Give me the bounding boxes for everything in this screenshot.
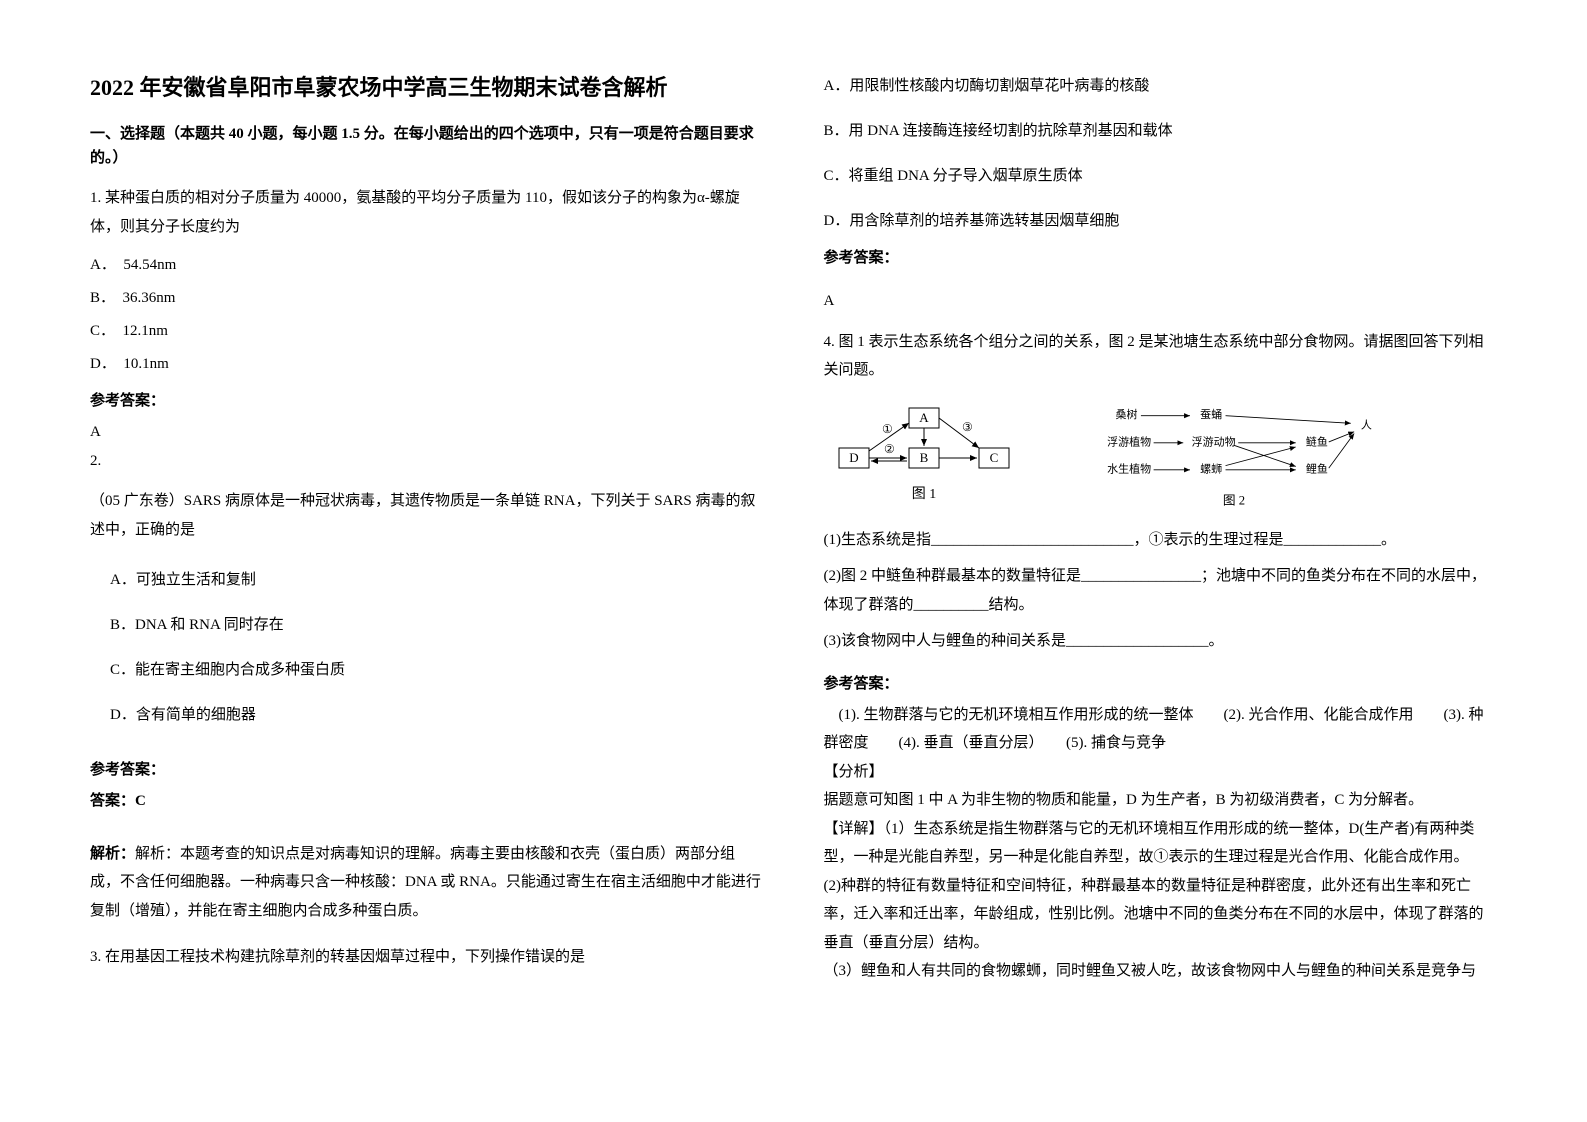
left-column: 2022 年安徽省阜阳市阜蒙农场中学高三生物期末试卷含解析 一、选择题（本题共 … [90, 70, 764, 1052]
food-web-arrow [1225, 415, 1350, 423]
q1-ans: A [90, 418, 764, 447]
q1-ans-label: 参考答案： [90, 389, 764, 410]
q1-text: 1. 某种蛋白质的相对分子质量为 40000，氨基酸的平均分子质量为 110，假… [90, 184, 764, 241]
section-header: 一、选择题（本题共 40 小题，每小题 1.5 分。在每小题给出的四个选项中，只… [90, 122, 764, 170]
edge-label-1: ① [882, 422, 893, 436]
q3-opt-b: B．用 DNA 连接酶连接经切割的抗除草剂基因和载体 [824, 115, 1498, 148]
q4-detail3: （3）鲤鱼和人有共同的食物螺蛳，同时鲤鱼又被人吃，故该食物网中人与鲤鱼的种间关系… [824, 957, 1498, 986]
q3-text: 3. 在用基因工程技术构建抗除草剂的转基因烟草过程中，下列操作错误的是 [90, 943, 764, 972]
node-a: A [919, 410, 929, 425]
q3-opt-d: D．用含除草剂的培养基筛选转基因烟草细胞 [824, 205, 1498, 238]
q4-ans-label: 参考答案： [824, 672, 1498, 693]
q1-opt-b: B． 36.36nm [90, 282, 764, 315]
q4-sub1: (1)生态系统是指___________________________，①表示… [824, 526, 1498, 555]
q4-analysis1: 据题意可知图 1 中 A 为非生物的物质和能量，D 为生产者，B 为初级消费者，… [824, 786, 1498, 815]
q3-opt-a: A．用限制性核酸内切酶切割烟草花叶病毒的核酸 [824, 70, 1498, 103]
food-web-label: 桑树 [1115, 407, 1137, 421]
q4-analysis-label: 【分析】 [824, 758, 1498, 787]
exam-title: 2022 年安徽省阜阳市阜蒙农场中学高三生物期末试卷含解析 [90, 70, 764, 102]
food-web-label: 蚕蛹 [1200, 408, 1222, 421]
q2-opt-c: C．能在寄主细胞内合成多种蛋白质 [90, 654, 764, 687]
q4-ans: (1). 生物群落与它的无机环境相互作用形成的统一整体 (2). 光合作用、化能… [824, 701, 1498, 758]
food-web-arrow [1328, 431, 1353, 441]
diagram2-svg: 桑树 蚕蛹人浮游植物 浮游动物 鲢鱼水生植物 螺蛳 鲤鱼 图 2 [1064, 403, 1404, 513]
q4-text: 4. 图 1 表示生态系统各个组分之间的关系，图 2 是某池塘生态系统中部分食物… [824, 328, 1498, 385]
q4-sub2: (2)图 2 中鲢鱼种群最基本的数量特征是________________；池塘… [824, 562, 1498, 619]
right-column: A．用限制性核酸内切酶切割烟草花叶病毒的核酸 B．用 DNA 连接酶连接经切割的… [824, 70, 1498, 1052]
diagram-1: A D B C ① ③ ② 图 1 [824, 403, 1024, 518]
q1-opt-c: C． 12.1nm [90, 315, 764, 348]
food-web-arrow [1234, 445, 1296, 466]
q2-ans-label: 参考答案： [90, 758, 764, 779]
diagram2-caption: 图 2 [1222, 493, 1244, 507]
q1-opt-a: A． 54.54nm [90, 249, 764, 282]
food-web-label: 鲢鱼 [1305, 434, 1327, 448]
q2-opt-a: A．可独立生活和复制 [90, 564, 764, 597]
diagram1-caption: 图 1 [911, 487, 936, 502]
food-web-label: 浮游植物 [1107, 434, 1151, 448]
diagram-2: 桑树 蚕蛹人浮游植物 浮游动物 鲢鱼水生植物 螺蛳 鲤鱼 图 2 [1064, 403, 1404, 518]
edge-label-2: ② [884, 442, 895, 456]
q2-analysis: 解析：解析：本题考查的知识点是对病毒知识的理解。病毒主要由核酸和衣壳（蛋白质）两… [90, 840, 764, 926]
q4-detail1: （1）生态系统是指生物群落与它的无机环境相互作用形成的统一整体，D(生产者)有两… [824, 821, 1475, 866]
q2-text: （05 广东卷）SARS 病原体是一种冠状病毒，其遗传物质是一条单链 RNA，下… [90, 487, 764, 544]
diagram1-svg: A D B C ① ③ ② 图 1 [824, 403, 1024, 513]
node-c: C [989, 450, 998, 465]
node-d: D [849, 450, 858, 465]
food-web-label: 鲤鱼 [1305, 461, 1327, 475]
q4-sub3: (3)该食物网中人与鲤鱼的种间关系是___________________。 [824, 627, 1498, 656]
q2-analysis-text: 解析：本题考查的知识点是对病毒知识的理解。病毒主要由核酸和衣壳（蛋白质）两部分组… [90, 846, 761, 919]
q3-opt-c: C．将重组 DNA 分子导入烟草原生质体 [824, 160, 1498, 193]
food-web-label: 螺蛳 [1200, 462, 1222, 475]
q3-ans: A [824, 287, 1498, 316]
food-web-label: 人 [1360, 418, 1371, 431]
food-web-label: 水生植物 [1107, 461, 1151, 475]
q4-detail2: (2)种群的特征有数量特征和空间特征，种群最基本的数量特征是种群密度，此外还有出… [824, 872, 1498, 958]
q2-num: 2. [90, 447, 764, 476]
food-web-label: 浮游动物 [1191, 434, 1235, 448]
q2-opt-b: B．DNA 和 RNA 同时存在 [90, 609, 764, 642]
q4-detail-label: 【详解】 [824, 821, 884, 837]
food-web-arrow [1328, 433, 1353, 468]
q3-ans-label: 参考答案： [824, 246, 1498, 267]
node-b: B [919, 450, 928, 465]
edge-label-3: ③ [962, 420, 973, 434]
q4-detail: 【详解】（1）生态系统是指生物群落与它的无机环境相互作用形成的统一整体，D(生产… [824, 815, 1498, 872]
q2-ans: 答案：C [90, 787, 764, 816]
q1-opt-d: D． 10.1nm [90, 348, 764, 381]
diagrams: A D B C ① ③ ② 图 1 [824, 403, 1498, 518]
q2-opt-d: D．含有简单的细胞器 [90, 699, 764, 732]
